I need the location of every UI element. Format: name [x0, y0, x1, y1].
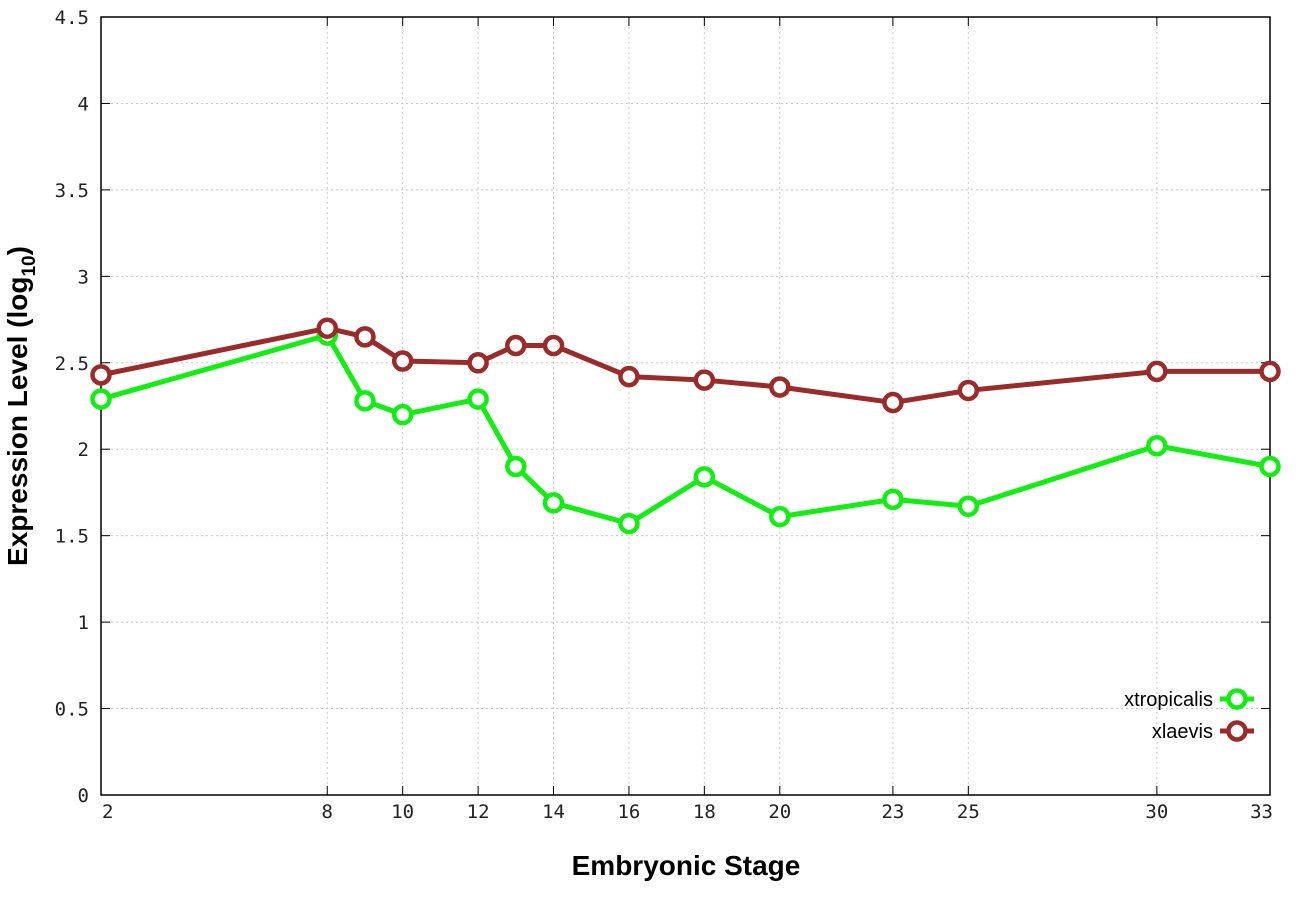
x-tick-label: 33	[1250, 801, 1273, 823]
data-point-xlaevis	[882, 391, 904, 414]
data-point-xtropicalis	[693, 466, 716, 488]
data-point-xtropicalis	[505, 455, 527, 478]
data-point-xtropicalis	[542, 492, 565, 514]
y-axis-title-main: Expression Level (log	[2, 277, 33, 566]
x-tick-label: 2	[102, 801, 113, 823]
y-tick-label: 2	[78, 439, 89, 461]
data-point-xtropicalis	[957, 495, 980, 518]
y-tick-label: 4	[78, 93, 89, 115]
legend-entry-xtropicalis: xtropicalis	[1124, 688, 1254, 711]
data-point-xlaevis	[618, 365, 640, 388]
series-line-xlaevis	[100, 325, 1270, 406]
data-point-xlaevis	[957, 379, 980, 402]
legend-marker-swatch	[1226, 720, 1248, 742]
data-point-xlaevis	[542, 334, 565, 357]
data-point-xtropicalis	[769, 505, 791, 528]
x-tick-label: 10	[391, 801, 414, 823]
data-point-xlaevis	[1259, 360, 1281, 383]
data-point-xlaevis	[354, 326, 376, 348]
legend-label: xtropicalis	[1124, 689, 1213, 711]
data-point-xlaevis	[90, 364, 112, 386]
series-layer	[90, 317, 1281, 535]
legend-marker-swatch	[1226, 688, 1248, 710]
x-tick-label: 18	[693, 801, 716, 823]
x-tick-label: 14	[542, 801, 565, 823]
gridlines	[101, 17, 1270, 795]
x-tick-label: 30	[1145, 801, 1168, 823]
series-xlaevis	[90, 317, 1281, 414]
data-point-xtropicalis	[618, 512, 640, 535]
x-axis-title: Embryonic Stage	[572, 850, 801, 881]
series-line-xtropicalis	[100, 332, 1271, 527]
y-tick-label: 1	[78, 612, 89, 634]
data-point-xtropicalis	[391, 403, 414, 426]
data-point-xtropicalis	[1146, 435, 1168, 457]
plot-frame	[100, 16, 1271, 796]
y-tick-label: 4.5	[55, 7, 89, 29]
legend-label: xlaevis	[1152, 721, 1213, 743]
data-point-xlaevis	[316, 317, 339, 339]
data-point-xlaevis	[391, 350, 414, 372]
axis-ticks: 0 0.5 1 1.5 2 2.5 3 3.5 4 4.5 2 8 10 12 14 16 18 20 23 25 30…	[55, 7, 1273, 823]
y-tick-label: 3.5	[55, 180, 89, 202]
legend-entry-xlaevis: xlaevis	[1152, 720, 1254, 743]
data-point-xtropicalis	[90, 388, 112, 410]
data-point-xlaevis	[769, 376, 791, 398]
y-tick-label: 3	[78, 266, 89, 288]
data-point-xtropicalis	[467, 388, 489, 410]
x-tick-label: 8	[322, 801, 333, 823]
x-tick-label: 16	[617, 801, 640, 823]
series-xtropicalis	[90, 324, 1281, 535]
data-point-xtropicalis	[1259, 455, 1281, 478]
y-tick-label: 1.5	[55, 526, 89, 548]
y-tick-label: 0.5	[55, 699, 89, 721]
x-tick-label: 23	[881, 801, 904, 823]
y-axis-title-subscript: 10	[19, 255, 40, 276]
x-tick-label: 20	[768, 801, 791, 823]
data-point-xlaevis	[693, 369, 716, 391]
y-axis-title-close: )	[2, 246, 33, 255]
data-point-xtropicalis	[354, 390, 376, 412]
x-tick-label: 12	[467, 801, 490, 823]
data-point-xlaevis	[505, 334, 527, 357]
data-point-xlaevis	[467, 352, 489, 374]
x-tick-label: 25	[957, 801, 980, 823]
y-tick-label: 2.5	[55, 353, 89, 375]
y-axis-title: Expression Level (log10)	[2, 246, 40, 566]
data-point-xlaevis	[1146, 360, 1168, 383]
y-tick-label: 0	[78, 785, 89, 807]
legend: xtropicalis xlaevis	[1124, 688, 1254, 743]
data-point-xtropicalis	[882, 488, 904, 511]
